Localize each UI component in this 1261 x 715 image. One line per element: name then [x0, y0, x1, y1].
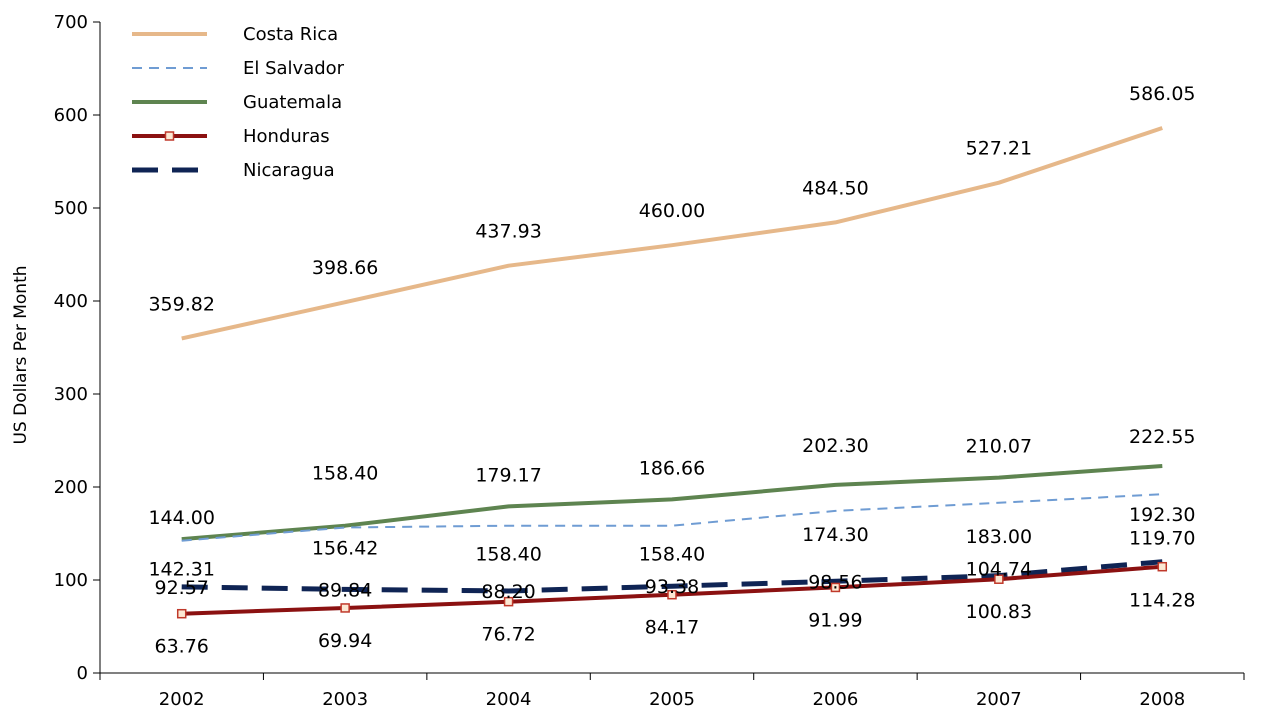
series-line-el-salvador: [181, 493, 1163, 542]
data-point-marker: [994, 574, 1004, 584]
y-tick-label: 500: [54, 198, 88, 219]
y-axis-title: US Dollars Per Month: [11, 265, 31, 444]
data-label: 114.28: [1129, 590, 1195, 612]
x-tick-label: 2002: [159, 689, 205, 710]
y-tick-label: 200: [54, 477, 88, 498]
x-tick-label: 2006: [813, 689, 859, 710]
data-label: 93.38: [645, 576, 699, 598]
data-label: 186.66: [639, 457, 705, 479]
y-tick-label: 0: [77, 663, 88, 684]
data-label: 88.20: [481, 581, 535, 603]
x-tick-label: 2003: [322, 689, 368, 710]
x-tick-label: 2005: [649, 689, 695, 710]
data-label: 210.07: [966, 436, 1032, 458]
x-tick-label: 2008: [1139, 689, 1185, 710]
data-point-marker: [667, 589, 677, 600]
data-label: 527.21: [966, 138, 1032, 160]
data-label: 119.70: [1129, 528, 1195, 550]
data-labels: 359.82 398.66 437.93 460.00 484.50 527.21 586.…: [148, 83, 1195, 658]
data-label: 158.40: [639, 544, 705, 566]
series-lines: [176, 126, 1168, 619]
data-label: 398.66: [312, 257, 378, 279]
series-line-guatemala: [181, 464, 1163, 542]
legend-label: El Salvador: [243, 58, 345, 79]
legend-marker: [164, 131, 175, 141]
data-point-marker: [830, 582, 841, 593]
x-tick-label: 2007: [976, 689, 1022, 710]
data-label: 460.00: [639, 200, 705, 222]
y-tick-label: 400: [54, 291, 88, 312]
data-label: 84.17: [645, 617, 699, 639]
x-tick-label: 2004: [486, 689, 532, 710]
y-tick-label: 600: [54, 105, 88, 126]
data-label: 156.42: [312, 538, 378, 560]
data-label: 158.40: [312, 463, 378, 485]
data-label: 142.31: [148, 559, 214, 581]
data-label: 437.93: [475, 221, 541, 243]
legend: Costa Rica El Salvador Guatemala Honduras Ni…: [132, 24, 345, 181]
legend-label: Honduras: [243, 126, 330, 147]
data-label: 89.84: [318, 579, 372, 601]
data-label: 359.82: [148, 293, 214, 315]
data-label: 192.30: [1129, 504, 1195, 526]
data-point-marker: [176, 608, 187, 619]
data-label: 222.55: [1129, 426, 1195, 448]
legend-label: Nicaragua: [243, 160, 335, 181]
data-label: 63.76: [155, 636, 209, 658]
data-point-marker: [503, 596, 514, 607]
data-label: 183.00: [966, 526, 1032, 548]
data-label: 179.17: [475, 464, 541, 486]
legend-label: Costa Rica: [243, 24, 338, 45]
data-label: 144.00: [148, 507, 214, 529]
data-label: 586.05: [1129, 83, 1195, 105]
data-label: 92.57: [155, 577, 209, 599]
data-label: 158.40: [475, 544, 541, 566]
data-point-marker: [340, 603, 350, 613]
data-point-marker: [1157, 561, 1168, 572]
y-tick-label: 700: [54, 12, 88, 33]
y-tick-label: 100: [54, 570, 88, 591]
legend-label: Guatemala: [243, 92, 342, 113]
data-label: 76.72: [481, 624, 535, 646]
data-label: 104.74: [966, 559, 1032, 581]
y-tick-label: 300: [54, 384, 88, 405]
data-label: 100.83: [966, 601, 1032, 623]
data-label: 69.94: [318, 630, 372, 652]
data-label: 174.30: [802, 524, 868, 546]
data-label: 91.99: [808, 609, 862, 631]
data-label: 98.56: [808, 571, 862, 593]
series-line-costa-rica: [181, 126, 1163, 341]
data-label: 484.50: [802, 177, 868, 199]
axes: 0 100 200 300 400 500 600 700 2002 2003 2004 2005 20…: [54, 12, 1245, 710]
data-label: 202.30: [802, 435, 868, 457]
